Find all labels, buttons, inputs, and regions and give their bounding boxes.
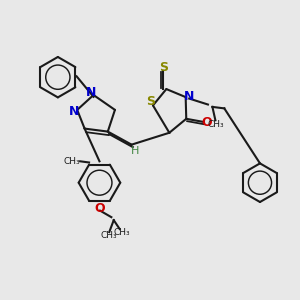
Text: CH₃: CH₃ xyxy=(114,227,130,236)
Text: N: N xyxy=(86,86,96,99)
Text: N: N xyxy=(69,105,80,118)
Text: H: H xyxy=(131,146,139,156)
Text: O: O xyxy=(95,202,105,215)
Text: CH₃: CH₃ xyxy=(207,120,224,129)
Text: CH₃: CH₃ xyxy=(100,231,117,240)
Text: O: O xyxy=(201,116,212,129)
Text: S: S xyxy=(159,61,168,74)
Text: N: N xyxy=(184,90,194,103)
Text: CH₃: CH₃ xyxy=(64,157,80,166)
Text: S: S xyxy=(146,95,155,108)
